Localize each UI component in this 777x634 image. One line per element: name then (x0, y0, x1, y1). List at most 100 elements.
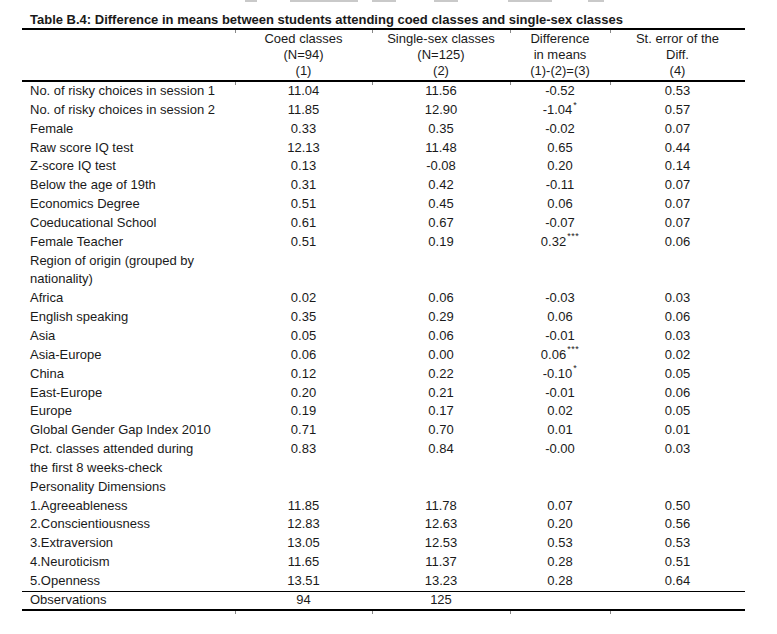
table-row: Pct. classes attended during 0.83 0.84 -… (22, 440, 745, 459)
difference-value: -0.02 (510, 120, 610, 139)
single-sex-value (372, 270, 510, 289)
table-row: Coeducational School 0.61 0.67 -0.07 0.0… (22, 214, 745, 233)
std-error-value: 0.03 (610, 289, 745, 308)
coed-value: 0.13 (235, 157, 372, 176)
difference-value: 0.32*** (510, 233, 610, 252)
difference-value: 0.02 (510, 402, 610, 421)
table-row: No. of risky choices in session 2 11.85 … (22, 101, 745, 120)
single-sex-value: -0.08 (372, 157, 510, 176)
column-header-empty (22, 31, 235, 79)
single-sex-value: 0.67 (372, 214, 510, 233)
single-sex-value: 0.35 (372, 120, 510, 139)
coed-value (235, 459, 372, 478)
document-page: Table B.4: Difference in means between s… (0, 0, 777, 634)
difference-value (510, 592, 610, 609)
single-sex-value: 12.53 (372, 534, 510, 553)
coed-value: 0.35 (235, 308, 372, 327)
column-tick (610, 82, 611, 85)
row-label: 1.Agreeableness (22, 497, 235, 516)
single-sex-value: 12.90 (372, 101, 510, 120)
difference-value: -0.03 (510, 289, 610, 308)
artifact-dash (290, 0, 358, 2)
difference-value: -0.07 (510, 214, 610, 233)
row-label: Female Teacher (22, 233, 235, 252)
row-label: Asia-Europe (22, 346, 235, 365)
coed-value: 12.83 (235, 515, 372, 534)
header-line: (N=94) (235, 47, 372, 63)
coed-value: 0.33 (235, 120, 372, 139)
header-line: (N=125) (372, 47, 510, 63)
column-tick (235, 611, 236, 614)
column-tick (235, 82, 236, 85)
header-line: (1)-(2)=(3) (510, 63, 610, 79)
row-label: Pct. classes attended during (22, 440, 235, 459)
significance-stars: * (573, 363, 577, 373)
header-line: in means (510, 47, 610, 63)
column-tick (510, 82, 511, 85)
difference-value: 0.01 (510, 421, 610, 440)
std-error-value: 0.56 (610, 515, 745, 534)
column-tick (235, 30, 236, 33)
std-error-value: 0.53 (610, 534, 745, 553)
row-label: the first 8 weeks-check (22, 459, 235, 478)
column-tick (372, 30, 373, 33)
single-sex-value: 0.22 (372, 365, 510, 384)
std-error-value (610, 592, 745, 609)
coed-value: 94 (235, 592, 372, 609)
header-line: Difference (510, 31, 610, 47)
difference-value: 0.28 (510, 572, 610, 591)
difference-value: -0.01 (510, 327, 610, 346)
difference-value: 0.07 (510, 497, 610, 516)
coed-value: 0.51 (235, 195, 372, 214)
header-line: Coed classes (235, 31, 372, 47)
table-row: Global Gender Gap Index 2010 0.71 0.70 0… (22, 421, 745, 440)
table-row: English speaking 0.35 0.29 0.06 0.06 (22, 308, 745, 327)
std-error-value: 0.44 (610, 139, 745, 158)
coed-value (235, 478, 372, 497)
coed-value: 11.04 (235, 82, 372, 101)
coed-value: 0.83 (235, 440, 372, 459)
single-sex-value (372, 478, 510, 497)
header-line: St. error of the (610, 31, 745, 47)
coed-value: 13.05 (235, 534, 372, 553)
table-row: Female 0.33 0.35 -0.02 0.07 (22, 120, 745, 139)
table-row: 5.Openness 13.51 13.23 0.28 0.64 (22, 572, 745, 591)
row-label: 3.Extraversion (22, 534, 235, 553)
table-row: No. of risky choices in session 1 11.04 … (22, 82, 745, 101)
table-row: Region of origin (grouped by (22, 252, 745, 271)
row-label: China (22, 365, 235, 384)
observations-row: Observations 94 125 (22, 591, 745, 611)
single-sex-value: 13.23 (372, 572, 510, 591)
single-sex-value: 11.48 (372, 139, 510, 158)
row-label: Z-score IQ test (22, 157, 235, 176)
column-tick (610, 30, 611, 33)
coed-value: 0.20 (235, 384, 372, 403)
coed-value: 0.12 (235, 365, 372, 384)
coed-value: 0.31 (235, 176, 372, 195)
table-row: Asia-Europe 0.06 0.00 0.06*** 0.02 (22, 346, 745, 365)
coed-value: 0.51 (235, 233, 372, 252)
row-label: No. of risky choices in session 1 (22, 82, 235, 101)
table-row: the first 8 weeks-check (22, 459, 745, 478)
difference-value (510, 478, 610, 497)
column-tick (510, 30, 511, 33)
row-label: Europe (22, 402, 235, 421)
header-line: Diff. (610, 47, 745, 63)
artifact-dash (508, 0, 552, 2)
difference-value: 0.20 (510, 515, 610, 534)
row-label: 4.Neuroticism (22, 553, 235, 572)
difference-value: 0.65 (510, 139, 610, 158)
single-sex-value: 0.84 (372, 440, 510, 459)
column-tick (372, 82, 373, 85)
artifact-dash (372, 0, 396, 2)
significance-stars: *** (567, 231, 579, 241)
table-row: Asia 0.05 0.06 -0.01 0.03 (22, 327, 745, 346)
table-row: China 0.12 0.22 -0.10* 0.05 (22, 365, 745, 384)
table-row: 2.Conscientiousness 12.83 12.63 0.20 0.5… (22, 515, 745, 534)
single-sex-value: 0.00 (372, 346, 510, 365)
std-error-value: 0.07 (610, 214, 745, 233)
row-label: No. of risky choices in session 2 (22, 101, 235, 120)
difference-value: -1.04* (510, 101, 610, 120)
difference-value: 0.06 (510, 308, 610, 327)
table-row: Z-score IQ test 0.13 -0.08 0.20 0.14 (22, 157, 745, 176)
